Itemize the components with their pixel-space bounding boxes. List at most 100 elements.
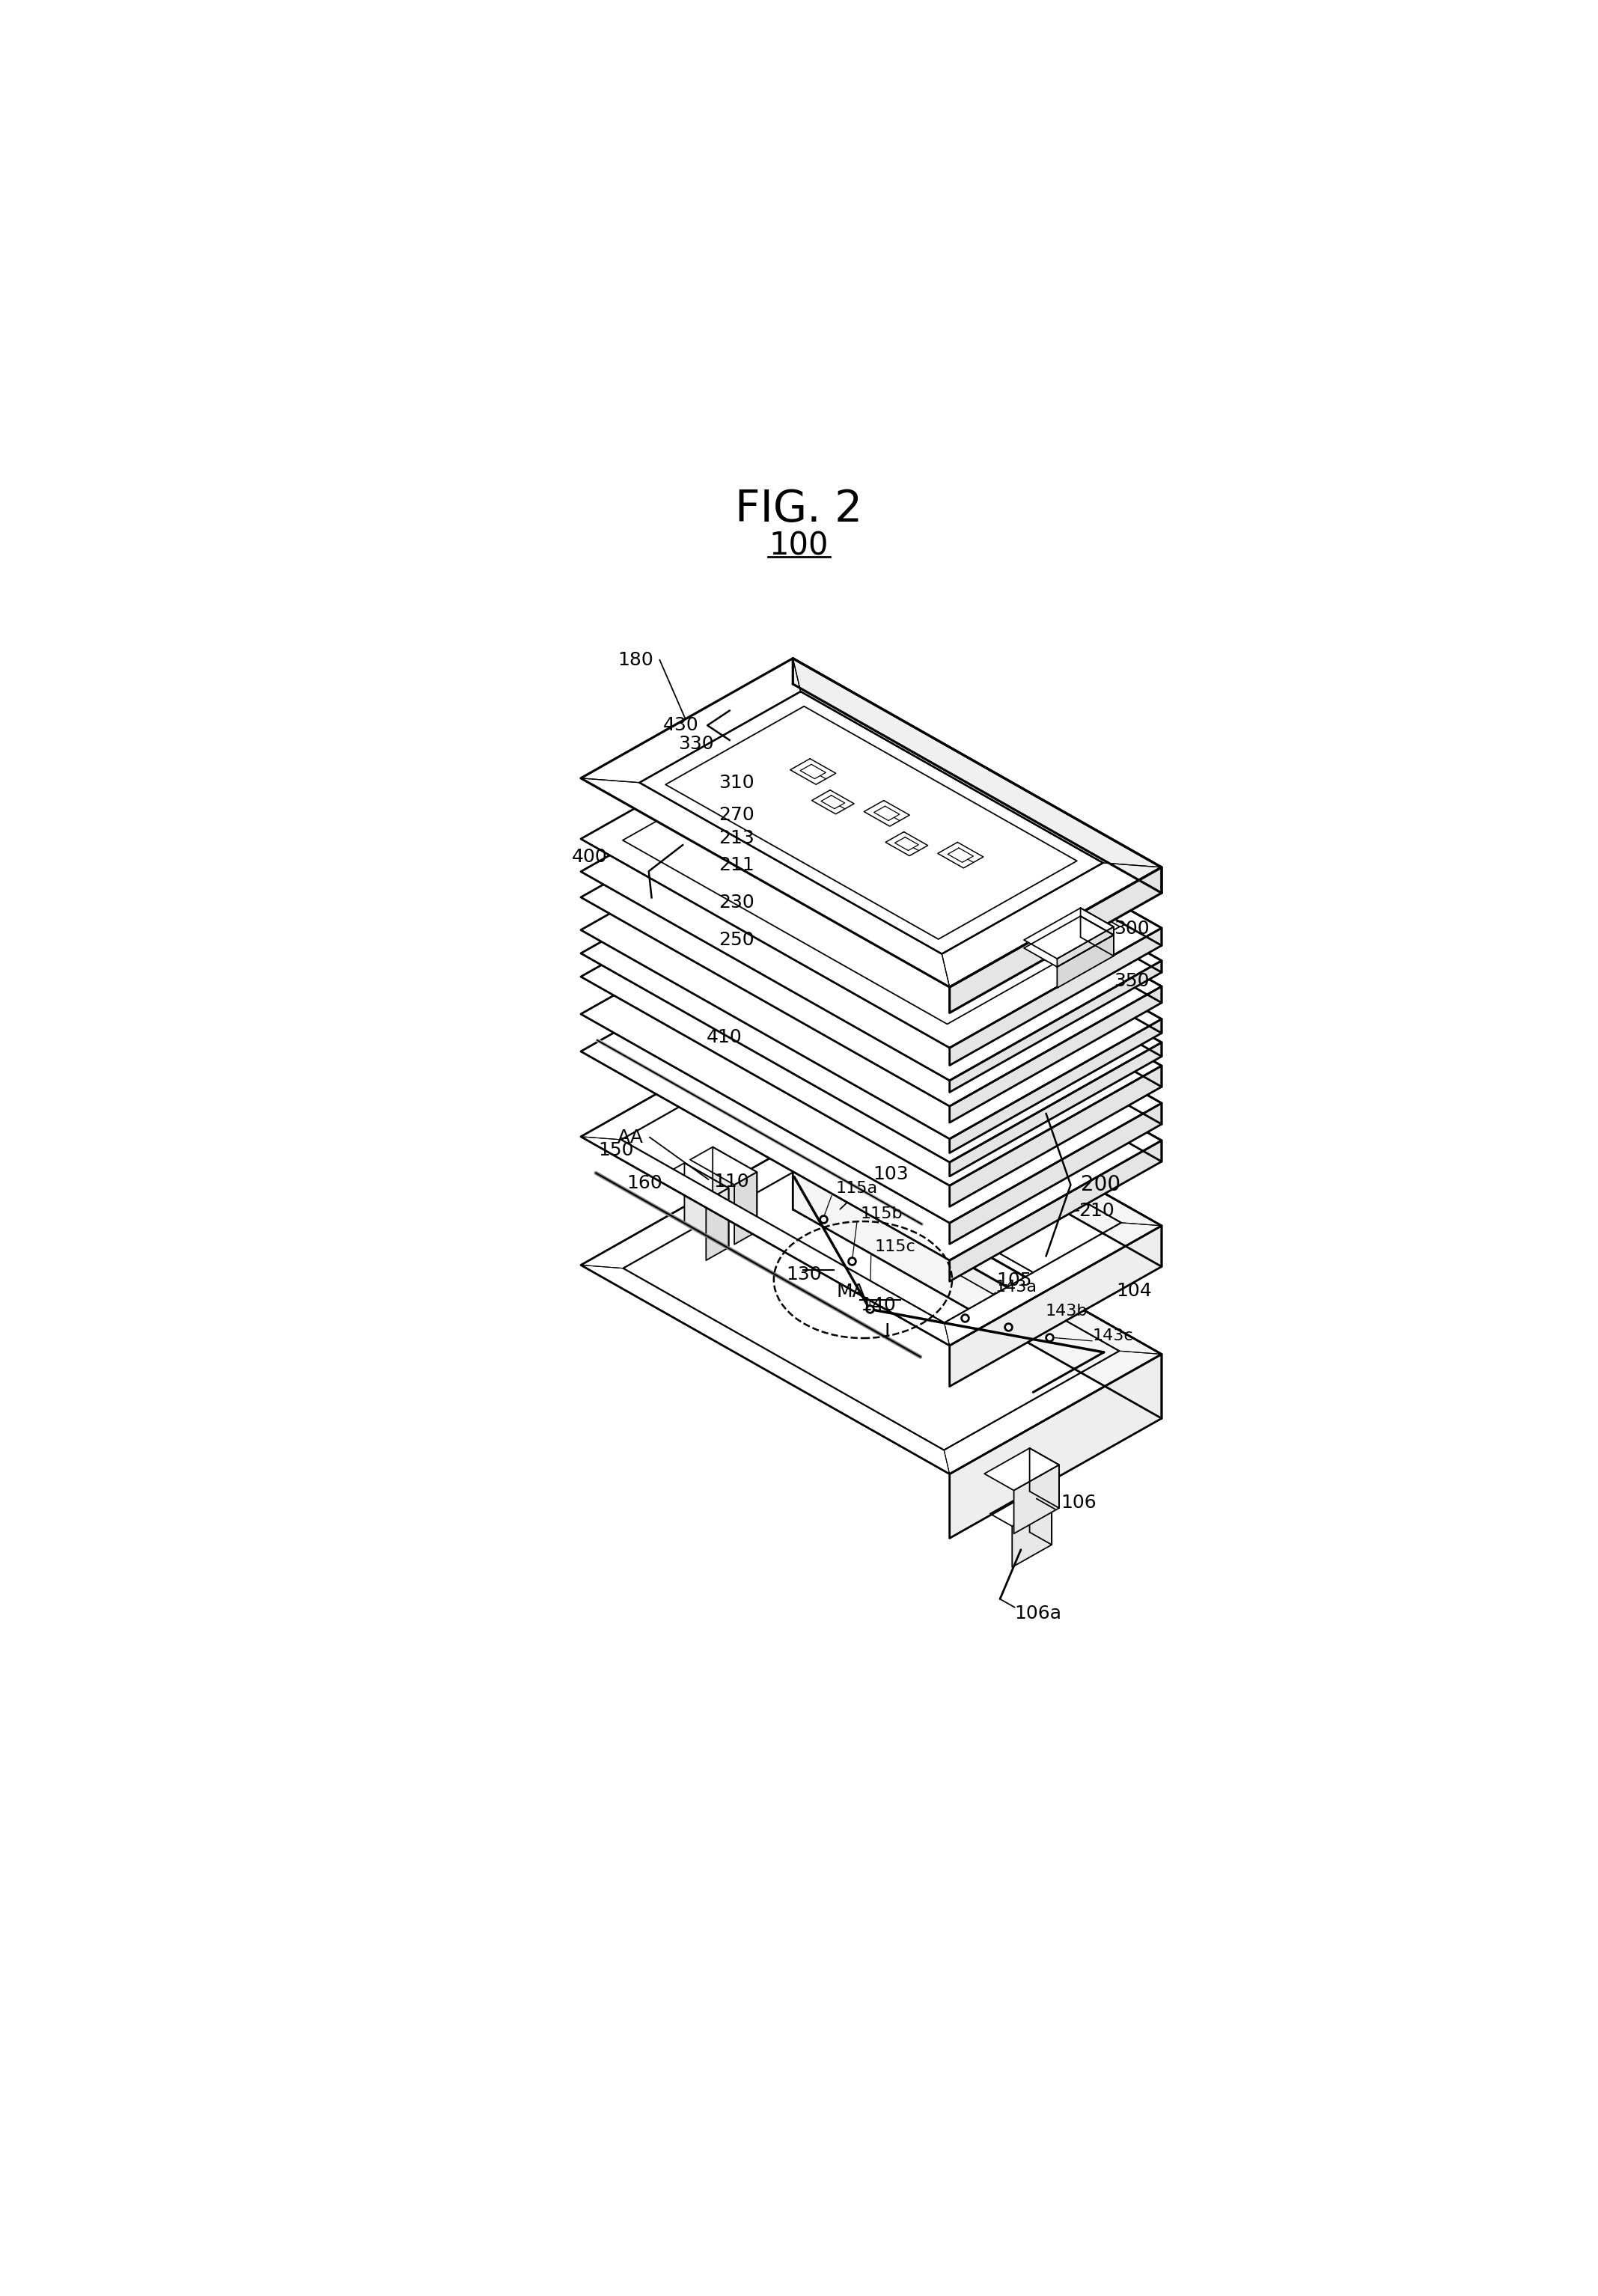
Polygon shape [580,778,949,987]
Polygon shape [949,1355,1162,1538]
Polygon shape [791,758,836,785]
Text: 115c: 115c [874,1240,916,1254]
Polygon shape [821,794,845,808]
Polygon shape [580,932,1162,1261]
Text: FIG. 2: FIG. 2 [735,487,863,530]
Polygon shape [719,879,741,960]
Polygon shape [793,719,1162,946]
Polygon shape [959,1231,1047,1325]
Polygon shape [690,1148,757,1185]
Polygon shape [1024,907,1114,960]
Text: 230: 230 [719,893,754,912]
Polygon shape [639,691,1103,953]
Text: 143c: 143c [1091,1329,1133,1343]
Polygon shape [933,1231,1047,1295]
Polygon shape [793,833,1162,1056]
Polygon shape [949,1042,1162,1176]
Polygon shape [662,1164,729,1201]
Polygon shape [1058,934,1114,987]
Polygon shape [793,856,1162,1086]
Text: 110: 110 [714,1173,749,1192]
Polygon shape [1080,907,1114,934]
Polygon shape [793,893,1162,1125]
Text: 400: 400 [572,847,607,866]
Text: 100: 100 [769,530,829,563]
Polygon shape [737,765,773,815]
Polygon shape [793,1146,1162,1355]
Polygon shape [948,847,973,863]
Text: 140: 140 [860,1297,896,1313]
Text: 115b: 115b [861,1208,903,1221]
Polygon shape [949,1141,1162,1281]
Text: 103: 103 [873,1166,909,1182]
Polygon shape [735,1171,757,1244]
Text: 410: 410 [706,1029,741,1047]
Polygon shape [949,928,1162,1065]
Polygon shape [580,1146,799,1267]
Polygon shape [944,1224,1162,1345]
Text: 330: 330 [678,735,714,753]
Polygon shape [793,659,1162,893]
Text: 150: 150 [598,1141,634,1159]
Polygon shape [665,707,1077,939]
Polygon shape [580,659,801,783]
Polygon shape [793,1017,1162,1267]
Text: 143b: 143b [1045,1304,1088,1318]
Polygon shape [991,1492,1051,1527]
Polygon shape [580,833,1162,1162]
Polygon shape [580,719,1162,1047]
Text: 350: 350 [1114,974,1149,990]
Text: MA: MA [837,1283,866,1302]
Polygon shape [1013,1465,1059,1534]
Polygon shape [949,987,1162,1123]
Polygon shape [793,810,1162,1033]
Polygon shape [1029,1449,1059,1508]
Polygon shape [580,1137,949,1345]
Polygon shape [793,778,1162,1003]
Polygon shape [641,870,711,909]
Text: 310: 310 [719,774,754,792]
Polygon shape [801,765,826,778]
Text: 115a: 115a [836,1180,877,1196]
Polygon shape [1021,1281,1047,1339]
Polygon shape [793,1146,1162,1419]
Polygon shape [722,737,773,794]
Polygon shape [793,1017,1162,1226]
Text: AA: AA [617,1127,644,1146]
Text: 430: 430 [663,716,698,735]
Text: 200: 200 [1080,1173,1120,1196]
Polygon shape [686,737,773,785]
Polygon shape [812,790,853,815]
Polygon shape [580,778,1162,1107]
Polygon shape [949,868,1162,1013]
Polygon shape [885,831,928,856]
Polygon shape [895,838,919,850]
Polygon shape [580,1265,949,1474]
Text: 104: 104 [1117,1283,1152,1300]
Polygon shape [689,898,711,969]
Text: 106a: 106a [1015,1605,1063,1623]
Text: 143a: 143a [996,1279,1037,1295]
Polygon shape [949,1065,1162,1208]
Text: 211: 211 [719,856,754,875]
Polygon shape [984,1449,1059,1490]
Polygon shape [706,1187,729,1261]
Polygon shape [1029,1492,1051,1545]
Polygon shape [713,1148,757,1231]
Polygon shape [684,1164,729,1247]
Polygon shape [1024,916,1114,967]
Polygon shape [944,1350,1162,1474]
Text: 160: 160 [626,1173,662,1192]
Polygon shape [865,801,909,827]
Polygon shape [580,893,1162,1224]
Polygon shape [949,1102,1162,1244]
Text: 180: 180 [618,650,654,668]
Polygon shape [793,659,1162,868]
Text: I: I [885,1322,890,1341]
Text: 210: 210 [1079,1201,1114,1219]
Polygon shape [793,932,1162,1162]
Polygon shape [580,810,1162,1139]
Polygon shape [941,863,1162,987]
Polygon shape [1080,916,1114,955]
Text: 105: 105 [996,1272,1032,1290]
